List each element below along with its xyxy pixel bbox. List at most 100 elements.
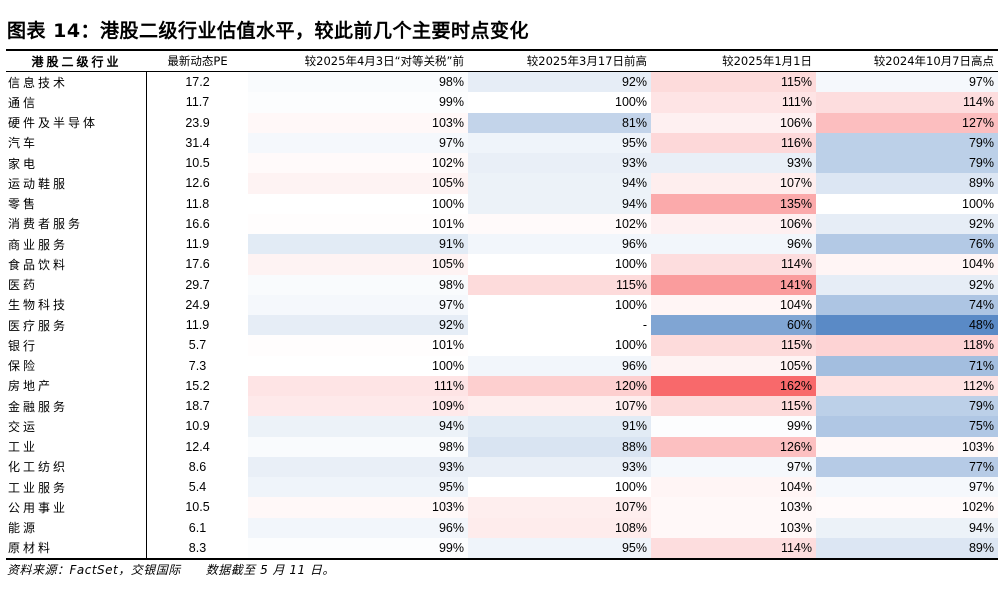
pe-cell: 11.9 — [185, 237, 210, 252]
change-vs-apr3-cell: 97% — [248, 294, 468, 315]
industry-cell: 医疗服务 — [6, 315, 147, 336]
table-row: 金融服务 18.7 109% 107% 115% 79% — [6, 396, 998, 417]
change-vs-oct7-cell: 127% — [816, 112, 998, 133]
change-vs-apr3-cell: 109% — [248, 396, 468, 417]
industry-cell: 公用事业 — [6, 497, 147, 518]
change-vs-oct7-cell: 94% — [816, 517, 998, 538]
change-vs-oct7-cell: 102% — [816, 497, 998, 518]
change-vs-jan1-cell: 114% — [651, 254, 816, 275]
change-vs-oct7-cell: 79% — [816, 153, 998, 174]
change-vs-oct7-cell: 89% — [816, 173, 998, 194]
table-row: 银行 5.7 101% 100% 115% 118% — [6, 335, 998, 356]
change-vs-apr3-cell: 96% — [248, 517, 468, 538]
table-row: 汽车 31.4 97% 95% 116% 79% — [6, 132, 998, 153]
change-vs-oct7-cell: 100% — [816, 193, 998, 214]
change-vs-oct7-cell: 48% — [816, 315, 998, 336]
change-vs-mar17-cell: 81% — [468, 112, 651, 133]
pe-cell: 8.6 — [188, 459, 207, 474]
change-vs-apr3-cell: 103% — [248, 112, 468, 133]
change-vs-mar17-cell: 93% — [468, 456, 651, 477]
header-industry: 港股二级行业 — [31, 54, 122, 69]
table-row: 食品饮料 17.6 105% 100% 114% 104% — [6, 254, 998, 275]
table-row: 信息技术 17.2 98% 92% 115% 97% — [6, 72, 998, 93]
change-vs-jan1-cell: 135% — [651, 193, 816, 214]
change-vs-mar17-cell: 91% — [468, 416, 651, 437]
change-vs-mar17-cell: 94% — [468, 173, 651, 194]
pe-cell: 17.6 — [185, 257, 210, 272]
change-vs-jan1-cell: 126% — [651, 436, 816, 457]
header-col3: 较2025年1月1日 — [722, 54, 812, 68]
pe-cell: 12.6 — [185, 176, 210, 191]
change-vs-oct7-cell: 118% — [816, 335, 998, 356]
pe-cell: 16.6 — [185, 216, 210, 231]
table-row: 能源 6.1 96% 108% 103% 94% — [6, 517, 998, 538]
change-vs-apr3-cell: 99% — [248, 537, 468, 558]
pe-cell: 23.9 — [185, 115, 210, 130]
change-vs-jan1-cell: 105% — [651, 355, 816, 376]
table-row: 硬件及半导体 23.9 103% 81% 106% 127% — [6, 112, 998, 133]
pe-cell: 11.7 — [185, 95, 210, 110]
change-vs-mar17-cell: 100% — [468, 254, 651, 275]
table-row: 工业 12.4 98% 88% 126% 103% — [6, 436, 998, 457]
change-vs-apr3-cell: 102% — [248, 153, 468, 174]
industry-cell: 工业 — [6, 436, 147, 457]
pe-cell: 11.9 — [185, 318, 210, 333]
change-vs-apr3-cell: 91% — [248, 234, 468, 255]
change-vs-oct7-cell: 76% — [816, 234, 998, 255]
table-row: 通信 11.7 99% 100% 111% 114% — [6, 92, 998, 113]
change-vs-mar17-cell: 102% — [468, 213, 651, 234]
change-vs-mar17-cell: 93% — [468, 153, 651, 174]
change-vs-jan1-cell: 106% — [651, 213, 816, 234]
table-row: 消费者服务 16.6 101% 102% 106% 92% — [6, 213, 998, 234]
table-row: 工业服务 5.4 95% 100% 104% 97% — [6, 477, 998, 498]
change-vs-oct7-cell: 97% — [816, 72, 998, 93]
change-vs-jan1-cell: 104% — [651, 294, 816, 315]
change-vs-apr3-cell: 97% — [248, 132, 468, 153]
table-row: 医药 29.7 98% 115% 141% 92% — [6, 274, 998, 295]
pe-cell: 10.5 — [185, 156, 210, 171]
change-vs-mar17-cell: 96% — [468, 355, 651, 376]
pe-cell: 6.1 — [188, 520, 207, 535]
change-vs-apr3-cell: 98% — [248, 274, 468, 295]
change-vs-jan1-cell: 107% — [651, 173, 816, 194]
change-vs-mar17-cell: 88% — [468, 436, 651, 457]
change-vs-jan1-cell: 141% — [651, 274, 816, 295]
industry-cell: 食品饮料 — [6, 254, 147, 275]
industry-cell: 通信 — [6, 92, 147, 113]
change-vs-apr3-cell: 101% — [248, 213, 468, 234]
table-row: 化工纺织 8.6 93% 93% 97% 77% — [6, 456, 998, 477]
industry-cell: 能源 — [6, 517, 147, 538]
industry-cell: 家电 — [6, 153, 147, 174]
change-vs-jan1-cell: 115% — [651, 72, 816, 93]
change-vs-mar17-cell: 115% — [468, 274, 651, 295]
change-vs-oct7-cell: 103% — [816, 436, 998, 457]
industry-cell: 化工纺织 — [6, 456, 147, 477]
industry-cell: 汽车 — [6, 132, 147, 153]
change-vs-apr3-cell: 92% — [248, 315, 468, 336]
table-row: 生物科技 24.9 97% 100% 104% 74% — [6, 294, 998, 315]
industry-cell: 生物科技 — [6, 294, 147, 315]
change-vs-mar17-cell: 100% — [468, 335, 651, 356]
table-row: 零售 11.8 100% 94% 135% 100% — [6, 193, 998, 214]
change-vs-jan1-cell: 114% — [651, 537, 816, 558]
table-row: 运动鞋服 12.6 105% 94% 107% 89% — [6, 173, 998, 194]
change-vs-jan1-cell: 60% — [651, 315, 816, 336]
change-vs-jan1-cell: 99% — [651, 416, 816, 437]
change-vs-apr3-cell: 95% — [248, 477, 468, 498]
industry-cell: 金融服务 — [6, 396, 147, 417]
pe-cell: 10.9 — [185, 419, 210, 434]
change-vs-oct7-cell: 97% — [816, 477, 998, 498]
change-vs-oct7-cell: 92% — [816, 274, 998, 295]
pe-cell: 8.3 — [188, 540, 207, 555]
change-vs-jan1-cell: 106% — [651, 112, 816, 133]
table-body: 信息技术 17.2 98% 92% 115% 97% 通信 11.7 99% 100% 111% 11… — [6, 72, 998, 560]
change-vs-oct7-cell: 77% — [816, 456, 998, 477]
change-vs-jan1-cell: 103% — [651, 497, 816, 518]
table-header-row: 港股二级行业 最新动态PE 较2025年4月3日“对等关税”前 较2025年3月… — [6, 49, 998, 72]
change-vs-jan1-cell: 116% — [651, 132, 816, 153]
change-vs-mar17-cell: 107% — [468, 396, 651, 417]
change-vs-apr3-cell: 105% — [248, 173, 468, 194]
source-note: 资料来源：FactSet，交银国际 数据截至 5 月 11 日。 — [7, 563, 335, 577]
change-vs-apr3-cell: 100% — [248, 355, 468, 376]
industry-cell: 零售 — [6, 193, 147, 214]
